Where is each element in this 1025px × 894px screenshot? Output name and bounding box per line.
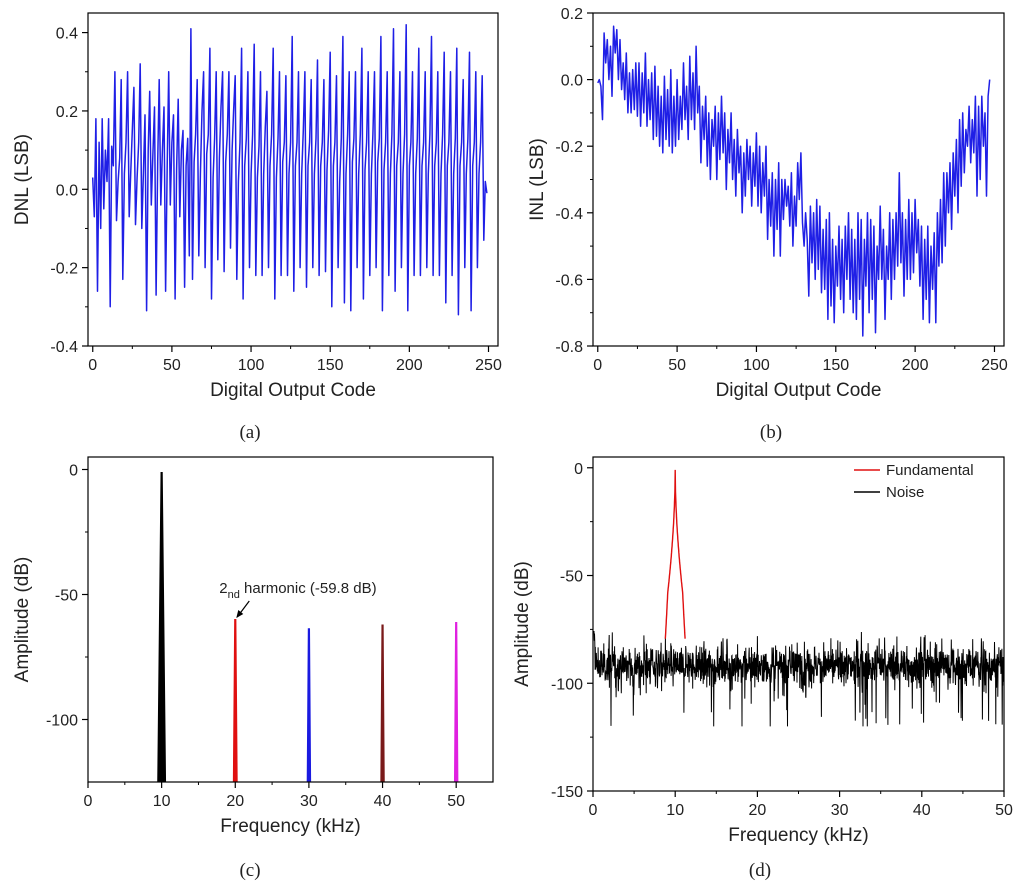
y-tick-label: -150 bbox=[551, 784, 583, 801]
chart-panel-b: 0 50 100 150 200 250 -0.8 -0.6 -0.4 -0.2 0.0 0.2 Dig… bbox=[527, 6, 1008, 443]
y-tick-label: -0.2 bbox=[555, 139, 583, 156]
panel-caption: (b) bbox=[760, 422, 782, 443]
x-tick-label: 20 bbox=[749, 802, 767, 819]
x-tick-label: 40 bbox=[374, 793, 392, 810]
x-tick-label: 0 bbox=[589, 802, 598, 819]
x-axis-title: Digital Output Code bbox=[716, 380, 882, 401]
y-tick-label: 0 bbox=[574, 461, 583, 478]
peak-4th-harmonic bbox=[380, 624, 385, 782]
x-tick-label: 100 bbox=[238, 357, 265, 374]
panel-caption: (c) bbox=[239, 860, 260, 881]
peak-2nd-harmonic bbox=[232, 618, 238, 782]
plot-frame-d bbox=[592, 456, 1005, 792]
panel-caption: (a) bbox=[239, 422, 260, 443]
y-tick-label: 0 bbox=[69, 463, 78, 480]
x-tick-label: 0 bbox=[593, 357, 602, 374]
y-axis-title: Amplitude (dB) bbox=[512, 561, 533, 687]
panel-caption: (d) bbox=[749, 860, 771, 881]
x-tick-label: 150 bbox=[317, 357, 344, 374]
series-line-inl bbox=[597, 25, 991, 337]
x-tick-label: 200 bbox=[396, 357, 423, 374]
y-axis-title: INL (LSB) bbox=[527, 138, 548, 221]
series-line-noise bbox=[593, 631, 1004, 727]
x-tick-label: 20 bbox=[226, 793, 244, 810]
x-tick-label: 50 bbox=[447, 793, 465, 810]
plot-frame-a bbox=[87, 12, 499, 347]
y-tick-label: -0.4 bbox=[50, 339, 78, 356]
x-tick-label: 0 bbox=[88, 357, 97, 374]
x-tick-label: 50 bbox=[668, 357, 686, 374]
chart-panel-c: 0 10 20 30 40 50 -100 -50 0 Frequency (kHz) Amplit… bbox=[12, 456, 494, 881]
y-tick-label: 0.0 bbox=[561, 73, 583, 90]
x-tick-label: 50 bbox=[163, 357, 181, 374]
y-tick-label: -0.2 bbox=[50, 261, 78, 278]
x-tick-label: 30 bbox=[831, 802, 849, 819]
y-axis-title: DNL (LSB) bbox=[12, 134, 33, 225]
x-tick-label: 100 bbox=[743, 357, 770, 374]
annotation-arrowhead bbox=[236, 610, 244, 618]
y-tick-label: -0.6 bbox=[555, 272, 583, 289]
y-tick-label: 0.4 bbox=[56, 26, 78, 43]
x-tick-label: 10 bbox=[666, 802, 684, 819]
x-tick-label: 10 bbox=[153, 793, 171, 810]
peak-fundamental bbox=[157, 471, 167, 782]
y-tick-label: 0.2 bbox=[56, 104, 78, 121]
x-axis-title: Digital Output Code bbox=[210, 380, 376, 401]
y-tick-label: 0.2 bbox=[561, 6, 583, 23]
chart-panel-a: 0 50 100 150 200 250 -0.4 -0.2 0.0 0.2 0.4 Digital … bbox=[12, 12, 502, 443]
legend-label: Fundamental bbox=[886, 462, 974, 479]
y-tick-label: -0.4 bbox=[555, 206, 583, 223]
plot-area-c bbox=[157, 471, 459, 782]
plot-frame-c bbox=[87, 456, 494, 783]
x-axis-title: Frequency (kHz) bbox=[728, 825, 868, 846]
x-tick-label: 40 bbox=[913, 802, 931, 819]
y-tick-label: -0.8 bbox=[555, 339, 583, 356]
chart-panel-d: 0 10 20 30 40 50 -150 -100 -50 0 Frequency (kHz) Am… bbox=[512, 456, 1013, 881]
series-line-fundamental bbox=[664, 469, 686, 639]
y-tick-label: -50 bbox=[560, 569, 583, 586]
x-tick-label: 50 bbox=[995, 802, 1013, 819]
y-tick-label: -100 bbox=[551, 676, 583, 693]
plot-area-a bbox=[91, 24, 488, 316]
x-tick-label: 250 bbox=[981, 357, 1008, 374]
x-tick-label: 200 bbox=[902, 357, 929, 374]
plot-area-b bbox=[597, 25, 991, 337]
peak-3rd-harmonic bbox=[306, 628, 312, 782]
x-tick-label: 150 bbox=[822, 357, 849, 374]
x-tick-label: 250 bbox=[475, 357, 502, 374]
legend-label: Noise bbox=[886, 484, 924, 501]
x-tick-label: 0 bbox=[84, 793, 93, 810]
y-axis-title: Amplitude (dB) bbox=[12, 557, 33, 683]
peak-5th-harmonic bbox=[453, 621, 459, 782]
y-tick-label: 0.0 bbox=[56, 182, 78, 199]
plot-area-d bbox=[593, 469, 1004, 727]
harmonic-annotation: 2nd harmonic (-59.8 dB) bbox=[219, 580, 376, 601]
x-axis-title: Frequency (kHz) bbox=[220, 816, 360, 837]
y-tick-label: -100 bbox=[46, 713, 78, 730]
x-tick-label: 30 bbox=[300, 793, 318, 810]
series-line-dnl bbox=[91, 24, 488, 316]
y-tick-label: -50 bbox=[55, 588, 78, 605]
